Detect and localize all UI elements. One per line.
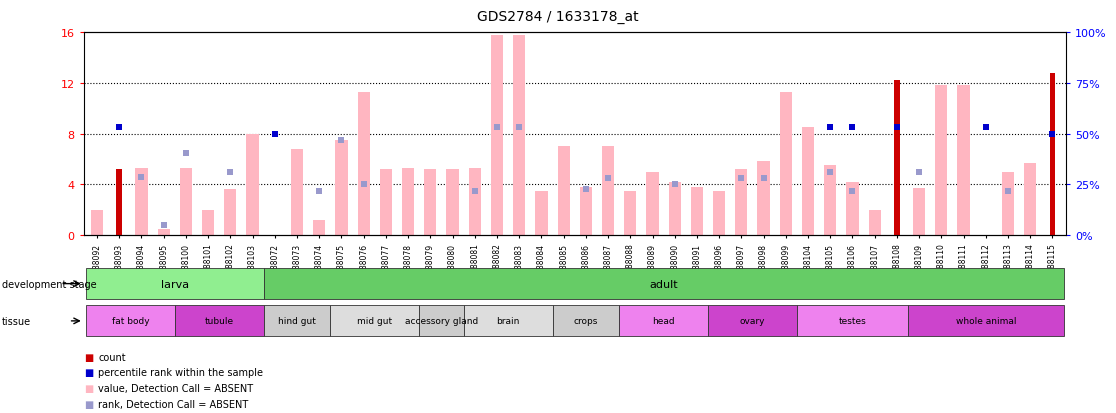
Bar <box>668 182 681 235</box>
Text: development stage: development stage <box>2 279 97 289</box>
Bar <box>913 189 925 235</box>
Text: ■: ■ <box>84 399 93 409</box>
Text: count: count <box>98 352 126 362</box>
Text: tubule: tubule <box>204 317 233 325</box>
Text: value, Detection Call = ABSENT: value, Detection Call = ABSENT <box>98 383 253 393</box>
Bar <box>469 169 481 235</box>
Bar <box>291 150 304 235</box>
Text: adult: adult <box>650 279 677 289</box>
Text: crops: crops <box>574 317 598 325</box>
Bar <box>1024 163 1037 235</box>
Bar <box>1002 172 1014 235</box>
Bar <box>314 220 326 235</box>
Bar <box>735 170 748 235</box>
Bar <box>513 36 526 235</box>
Bar <box>202 210 214 235</box>
Bar <box>224 190 237 235</box>
Bar <box>935 86 947 235</box>
Bar <box>180 169 192 235</box>
Text: hind gut: hind gut <box>278 317 316 325</box>
Text: ■: ■ <box>84 383 93 393</box>
Bar <box>357 93 369 235</box>
Bar <box>135 169 147 235</box>
Bar <box>579 188 591 235</box>
Bar <box>713 191 725 235</box>
Bar <box>958 86 970 235</box>
Bar <box>116 170 122 235</box>
Text: testes: testes <box>838 317 866 325</box>
Text: tissue: tissue <box>2 316 31 326</box>
Bar <box>157 229 170 235</box>
Bar <box>758 162 770 235</box>
Bar <box>868 210 881 235</box>
Bar <box>691 188 703 235</box>
Text: GDS2784 / 1633178_at: GDS2784 / 1633178_at <box>478 10 638 24</box>
Bar <box>424 170 436 235</box>
Bar <box>335 140 347 235</box>
Bar <box>379 170 392 235</box>
Bar <box>602 147 614 235</box>
Bar <box>802 128 815 235</box>
Text: percentile rank within the sample: percentile rank within the sample <box>98 368 263 377</box>
Text: larva: larva <box>161 279 189 289</box>
Bar <box>446 170 459 235</box>
Bar <box>536 191 548 235</box>
Bar <box>402 169 414 235</box>
Bar <box>646 172 658 235</box>
Text: brain: brain <box>497 317 520 325</box>
Bar <box>558 147 570 235</box>
Text: ovary: ovary <box>740 317 766 325</box>
Text: accessory gland: accessory gland <box>405 317 478 325</box>
Bar <box>1050 74 1056 235</box>
Bar <box>894 81 899 235</box>
Text: head: head <box>653 317 675 325</box>
Text: rank, Detection Call = ABSENT: rank, Detection Call = ABSENT <box>98 399 249 409</box>
Text: ■: ■ <box>84 368 93 377</box>
Bar <box>824 166 836 235</box>
Bar <box>846 182 858 235</box>
Text: whole animal: whole animal <box>955 317 1016 325</box>
Bar <box>624 191 636 235</box>
Bar <box>247 134 259 235</box>
Text: mid gut: mid gut <box>357 317 393 325</box>
Text: ■: ■ <box>84 352 93 362</box>
Bar <box>90 210 103 235</box>
Bar <box>780 93 792 235</box>
Text: fat body: fat body <box>112 317 150 325</box>
Bar <box>491 36 503 235</box>
